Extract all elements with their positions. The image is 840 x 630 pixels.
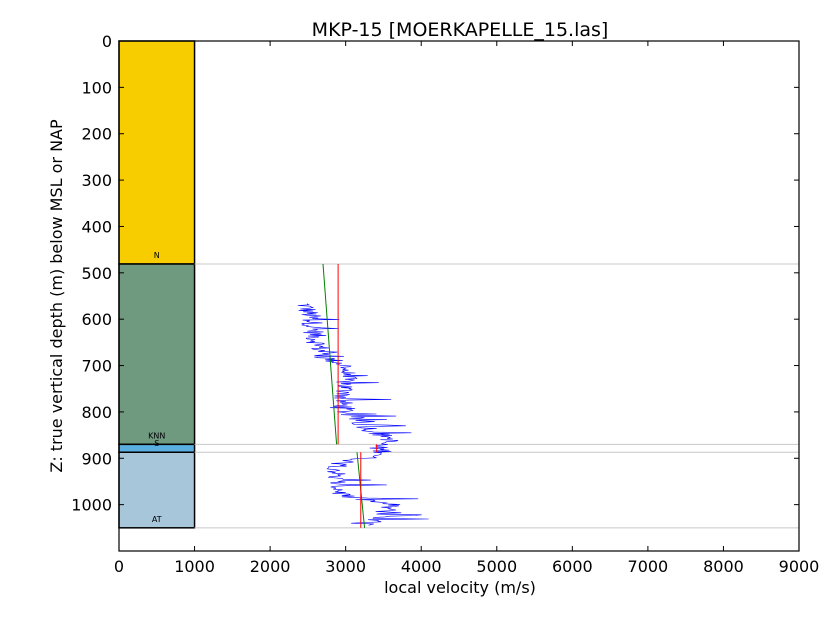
lithology-unit-n — [118, 40, 196, 265]
plot-frame — [118, 40, 800, 552]
y-tick-label: 200 — [81, 125, 112, 144]
linear-velocity-segment — [322, 263, 338, 445]
x-tick-label: 4000 — [401, 557, 442, 576]
x-tick-label: 0 — [114, 557, 124, 576]
chart-title: MKP-15 [MOERKAPELLE_15.las] — [312, 19, 609, 41]
x-tick-label: 1000 — [174, 557, 215, 576]
y-axis-label: Z: true vertical depth (m) below MSL or … — [47, 119, 66, 473]
sonic-log-line — [297, 303, 429, 526]
lithology-label: KNN — [148, 431, 165, 440]
x-tick-label: 9000 — [779, 557, 820, 576]
x-tick-label: 5000 — [476, 557, 517, 576]
x-tick-label: 8000 — [703, 557, 744, 576]
lithology-label: S — [154, 439, 159, 448]
y-tick-label: 600 — [81, 310, 112, 329]
y-tick-label: 100 — [81, 78, 112, 97]
lithology-label: AT — [152, 515, 162, 524]
y-tick-label: 900 — [81, 449, 112, 468]
y-tick-label: 800 — [81, 403, 112, 422]
x-tick-label: 7000 — [628, 557, 669, 576]
lithology-label: N — [154, 251, 160, 260]
y-tick-label: 300 — [81, 171, 112, 190]
lithology-unit-knn — [118, 263, 196, 446]
x-tick-label: 3000 — [325, 557, 366, 576]
y-tick-label: 1000 — [71, 496, 112, 515]
x-axis-label: local velocity (m/s) — [384, 578, 536, 597]
y-tick-label: 400 — [81, 217, 112, 236]
y-tick-label: 700 — [81, 357, 112, 376]
y-tick-label: 0 — [102, 32, 112, 51]
x-tick-label: 2000 — [250, 557, 291, 576]
y-tick-label: 500 — [81, 264, 112, 283]
x-tick-label: 6000 — [552, 557, 593, 576]
